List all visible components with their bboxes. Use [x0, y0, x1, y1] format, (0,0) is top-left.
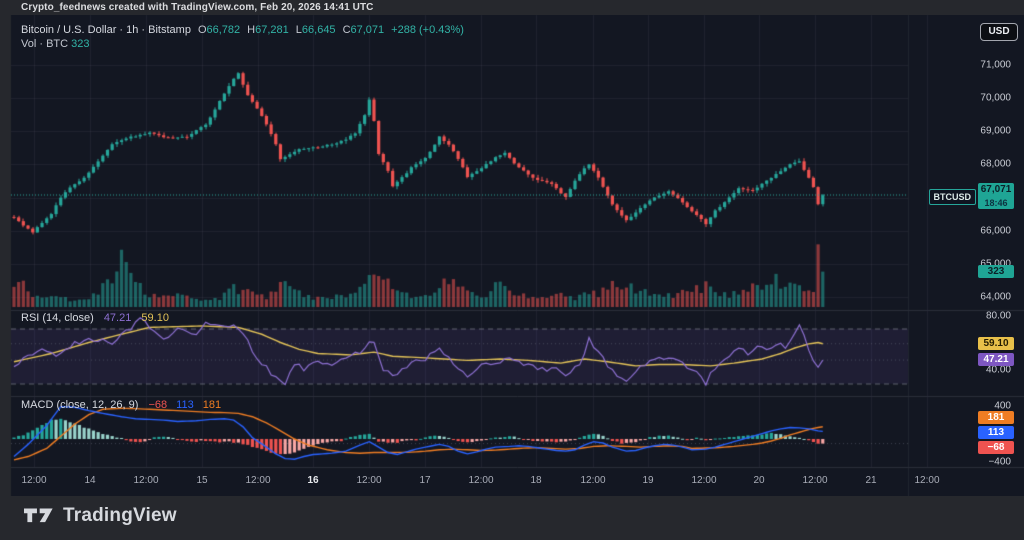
- time-axis-label: 12:00: [356, 475, 382, 486]
- price-axis-label: 65,000: [980, 258, 1011, 270]
- macd-line-value: 113: [176, 399, 194, 411]
- symbol-legend[interactable]: Bitcoin / U.S. Dollar · 1h · Bitstamp O66…: [21, 24, 464, 37]
- ohlc-value: 66,782: [206, 24, 241, 36]
- ticker-tag: BTCUSD: [928, 189, 976, 205]
- time-axis-label: 14: [84, 475, 96, 486]
- rsi-badge: 47.21: [978, 353, 1014, 366]
- rsi-legend[interactable]: RSI (14, close) 47.21 59.10: [21, 312, 169, 325]
- price-axis-label: 69,000: [980, 125, 1011, 137]
- rsi-value: 47.21: [103, 312, 132, 324]
- price-axis-label: 66,000: [980, 225, 1011, 237]
- time-axis-label: 12:00: [468, 475, 494, 486]
- rsi-ma-badge: 59.10: [978, 337, 1014, 350]
- time-axis-label: 12:00: [914, 475, 940, 486]
- macd-line-badge: 113: [978, 426, 1014, 439]
- price-axis-label: 70,000: [980, 92, 1011, 104]
- time-axis-label: 15: [196, 475, 208, 486]
- ohlc-key: H: [247, 24, 256, 36]
- rsi-title: RSI (14, close): [21, 312, 94, 324]
- time-axis-label: 12:00: [580, 475, 606, 486]
- time-axis-label: 18: [530, 475, 542, 486]
- macd-signal-value: 181: [202, 399, 222, 411]
- time-axis-label: 12:00: [245, 475, 271, 486]
- macd-axis-top-label: 400: [994, 400, 1011, 412]
- volume-badge: 323: [978, 265, 1014, 278]
- time-axis-label: 12:00: [691, 475, 717, 486]
- rsi-axis-top-label: 80.00: [985, 310, 1011, 322]
- time-axis-label: 12:00: [133, 475, 159, 486]
- ohlc-values: O66,782 H67,281 L66,645 C67,071: [198, 24, 391, 36]
- macd-axis-bottom-label: −400: [988, 456, 1011, 468]
- price-axis-label: 68,000: [980, 158, 1011, 170]
- ohlc-key: O: [197, 24, 207, 36]
- volume-label: Vol · BTC: [21, 38, 69, 50]
- rsi-ma-value: 59.10: [141, 312, 169, 324]
- symbol-title: Bitcoin / U.S. Dollar · 1h · Bitstamp: [21, 24, 191, 36]
- currency-toggle-button[interactable]: USD: [980, 23, 1018, 41]
- time-axis-label: 21: [865, 475, 877, 486]
- macd-hist-value: −68: [148, 399, 168, 411]
- time-axis-label: 19: [642, 475, 654, 486]
- ohlc-key: C: [342, 24, 351, 36]
- ohlc-value: 66,645: [301, 24, 336, 36]
- time-axis-label: 12:00: [802, 475, 828, 486]
- time-axis-label: 20: [753, 475, 765, 486]
- macd-legend[interactable]: MACD (close, 12, 26, 9) −68 113 181: [21, 399, 221, 412]
- volume-value: 323: [71, 38, 90, 50]
- tradingview-logo[interactable]: TradingView: [24, 505, 177, 527]
- tradingview-logo-text: TradingView: [63, 505, 177, 526]
- attribution-bar: Crypto_feednews created with TradingView…: [0, 0, 1024, 15]
- bar-countdown: 18:46: [984, 198, 1008, 208]
- price-axis-label: 71,000: [980, 59, 1011, 71]
- ohlc-value: 67,071: [350, 24, 385, 36]
- time-axis-label: 16: [307, 475, 319, 486]
- time-axis-label: 12:00: [21, 475, 47, 486]
- price-change: +288 (+0.43%): [391, 24, 464, 36]
- volume-legend[interactable]: Vol · BTC 323: [21, 38, 97, 51]
- price-axis-label: 64,000: [980, 291, 1011, 303]
- last-price-badge: 67,071 18:46: [978, 183, 1014, 209]
- ohlc-key: L: [295, 24, 302, 36]
- tradingview-logo-icon: [24, 508, 53, 523]
- footer-bar: TradingView: [0, 496, 1024, 540]
- macd-signal-badge: 181: [978, 411, 1014, 424]
- macd-title: MACD (close, 12, 26, 9): [21, 399, 139, 411]
- rsi-axis-bottom-label: 40.00: [985, 364, 1011, 376]
- attribution-text: Crypto_feednews created with TradingView…: [21, 2, 374, 13]
- ohlc-value: 67,281: [255, 24, 289, 36]
- macd-hist-badge: −68: [978, 441, 1014, 454]
- time-axis-label: 17: [419, 475, 431, 486]
- last-price-value: 67,071: [980, 184, 1012, 195]
